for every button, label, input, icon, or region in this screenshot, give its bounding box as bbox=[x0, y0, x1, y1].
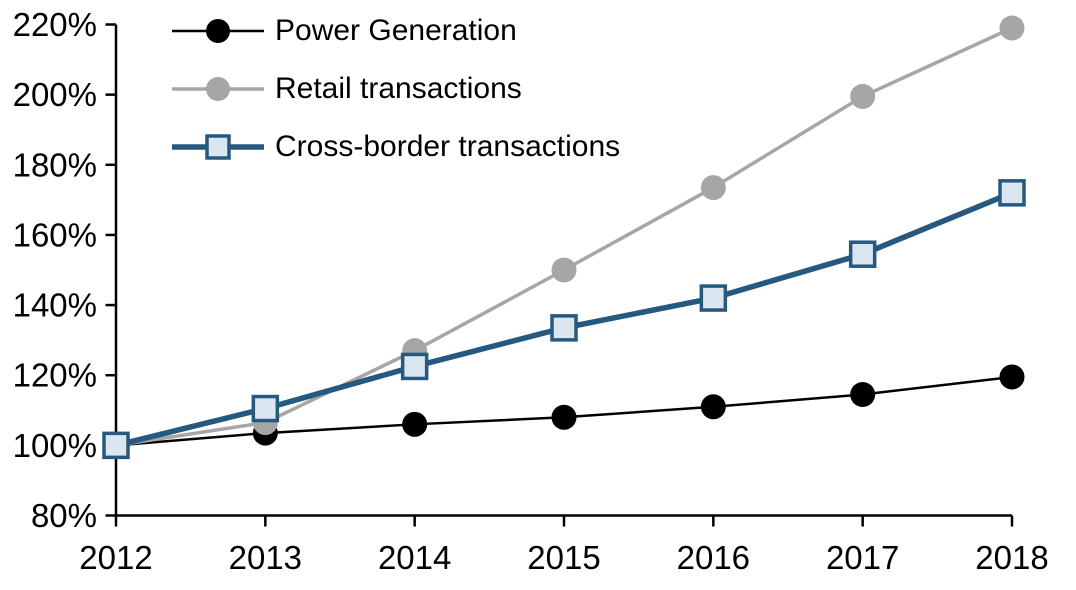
marker-retail-transactions-2016 bbox=[700, 175, 726, 201]
legend-label-retail-transactions: Retail transactions bbox=[275, 72, 522, 105]
marker-cross-border-transactions-2014 bbox=[400, 352, 429, 381]
legend-line-marker-power-generation bbox=[172, 19, 264, 43]
y-tick-label-180: 180% bbox=[13, 146, 97, 183]
y-tick-label-100: 100% bbox=[13, 427, 97, 464]
marker-cross-border-transactions-2016 bbox=[699, 284, 728, 312]
x-tick-label-2018: 2018 bbox=[975, 539, 1048, 576]
marker-cross-border-transactions-2018 bbox=[998, 179, 1026, 207]
y-tick-label-160: 160% bbox=[13, 216, 97, 253]
marker-power-generation-2015 bbox=[551, 404, 577, 430]
marker-power-generation-2014 bbox=[402, 411, 428, 437]
x-tick-label-2014: 2014 bbox=[378, 539, 451, 576]
marker-power-generation-2016 bbox=[700, 394, 726, 420]
legend-item-cross-border-transactions: Cross-border transactions bbox=[170, 125, 620, 169]
y-tick-label-80: 80% bbox=[31, 497, 97, 534]
legend-label-cross-border-transactions: Cross-border transactions bbox=[275, 130, 621, 163]
x-tick-label-2013: 2013 bbox=[229, 539, 302, 576]
legend-line-marker-cross-border-transactions bbox=[172, 134, 264, 160]
marker-cross-border-transactions-2012 bbox=[102, 431, 130, 460]
marker-cross-border-transactions-2015 bbox=[550, 314, 578, 342]
x-tick-label-2015: 2015 bbox=[527, 539, 600, 576]
y-tick-label-220: 220% bbox=[13, 6, 97, 43]
legend-sample-marker-power-generation bbox=[206, 19, 230, 43]
x-tick-label-2016: 2016 bbox=[677, 539, 750, 576]
marker-retail-transactions-2018 bbox=[999, 15, 1025, 41]
marker-cross-border-transactions-2017 bbox=[848, 240, 877, 268]
x-tick-label-2017: 2017 bbox=[826, 539, 899, 576]
legend-sample-marker-retail-transactions bbox=[206, 77, 230, 101]
marker-retail-transactions-2015 bbox=[551, 257, 577, 283]
marker-power-generation-2018 bbox=[999, 364, 1025, 390]
legend-label-power-generation: Power Generation bbox=[275, 14, 517, 47]
y-tick-label-140: 140% bbox=[13, 287, 97, 324]
marker-retail-transactions-2017 bbox=[850, 83, 876, 109]
legend-line-marker-retail-transactions bbox=[172, 77, 264, 101]
legend-sample-marker-cross-border-transactions bbox=[205, 134, 231, 160]
y-tick-label-200: 200% bbox=[13, 76, 97, 113]
marker-cross-border-transactions-2013 bbox=[251, 394, 280, 423]
legend-item-power-generation: Power Generation bbox=[170, 9, 620, 53]
y-tick-label-120: 120% bbox=[13, 357, 97, 394]
legend-item-retail-transactions: Retail transactions bbox=[170, 67, 620, 111]
x-tick-label-2012: 2012 bbox=[79, 539, 152, 576]
marker-power-generation-2017 bbox=[850, 382, 876, 408]
legend: Power Generation Retail transactions Cro… bbox=[170, 9, 620, 183]
